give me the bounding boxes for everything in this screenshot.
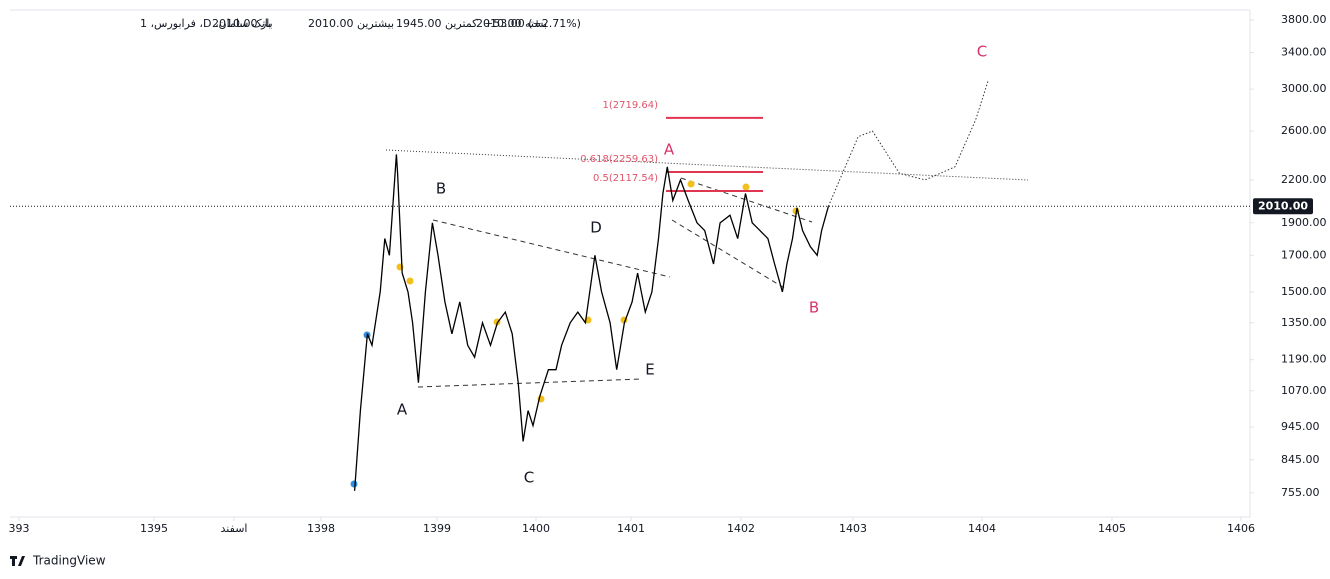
projection-line	[827, 79, 989, 207]
symbol: بانک سامان، D، فرابورس، 1	[140, 17, 271, 30]
y-tick-label: 2200.00	[1281, 173, 1327, 186]
wave-label: D	[590, 219, 602, 237]
wave-label: A	[397, 401, 408, 419]
y-tick-label: 755.00	[1281, 486, 1320, 499]
x-tick-label: 1406	[1227, 522, 1255, 535]
y-tick-label: 1500.00	[1281, 285, 1327, 298]
last-price-box	[1253, 198, 1313, 215]
open: باز 2010.00	[212, 17, 273, 30]
y-tick-label: 1900.00	[1281, 216, 1327, 229]
x-tick-label: 1395	[140, 522, 168, 535]
y-tick-label: 3000.00	[1281, 82, 1327, 95]
wave-label: A	[664, 141, 675, 159]
marker	[742, 183, 750, 191]
marker	[406, 277, 414, 285]
fib-label: 1(2719.64)	[602, 100, 658, 111]
y-tick-label: 845.00	[1281, 453, 1320, 466]
channel-bottom	[671, 219, 787, 290]
wave-label: B	[809, 299, 819, 317]
triangle-bottom	[417, 378, 643, 388]
marker	[350, 480, 358, 488]
y-tick-label: 1070.00	[1281, 384, 1327, 397]
pattern-lines	[385, 149, 1029, 388]
wave-label: C	[977, 43, 987, 61]
y-tick-label: 1700.00	[1281, 248, 1327, 261]
y-tick-label: 945.00	[1281, 420, 1320, 433]
change: +53.00 (+2.71%)	[484, 17, 581, 30]
x-tick-label: 1405	[1098, 522, 1126, 535]
x-tick-label: 1400	[522, 522, 550, 535]
high: بیشترین 2010.00	[308, 17, 394, 30]
header: بانک سامان، D، فرابورس، 1 باز 2010.00 بی…	[140, 17, 581, 30]
last-price-label: 2010.00	[1258, 199, 1308, 212]
x-tick-label: 1399	[423, 522, 451, 535]
logo-icon	[10, 556, 25, 566]
x-tick-label: اسفند	[221, 522, 248, 535]
y-tick-label: 2600.00	[1281, 124, 1327, 137]
y-tick-label: 3800.00	[1281, 13, 1327, 26]
y-tick-label: 1190.00	[1281, 353, 1327, 366]
marker	[687, 180, 695, 188]
fib-label: 0.5(2117.54)	[593, 173, 658, 184]
wave-label: C	[524, 469, 534, 487]
x-tick-label: 1402	[727, 522, 755, 535]
fib-label: 0.618(2259.63)	[580, 154, 658, 165]
x-tick-label: 1403	[839, 522, 867, 535]
x-tick-label: 1404	[968, 522, 996, 535]
wave-label: E	[645, 361, 654, 379]
y-tick-label: 1350.00	[1281, 316, 1327, 329]
wave-label: B	[436, 180, 446, 198]
markers	[350, 180, 800, 488]
price-line	[353, 154, 830, 491]
x-tick-label: 1398	[307, 522, 335, 535]
triangle-top	[432, 219, 671, 278]
close: بسته 2010.00	[476, 17, 547, 30]
logo-text: TradingView	[32, 554, 106, 568]
low: کمترین 1945.00	[396, 17, 478, 30]
logo: TradingView	[10, 554, 106, 568]
trend-line	[385, 149, 1029, 181]
x-tick-label: 1401	[617, 522, 645, 535]
y-tick-label: 3400.00	[1281, 46, 1327, 59]
x-tick-label: 393	[9, 522, 30, 535]
